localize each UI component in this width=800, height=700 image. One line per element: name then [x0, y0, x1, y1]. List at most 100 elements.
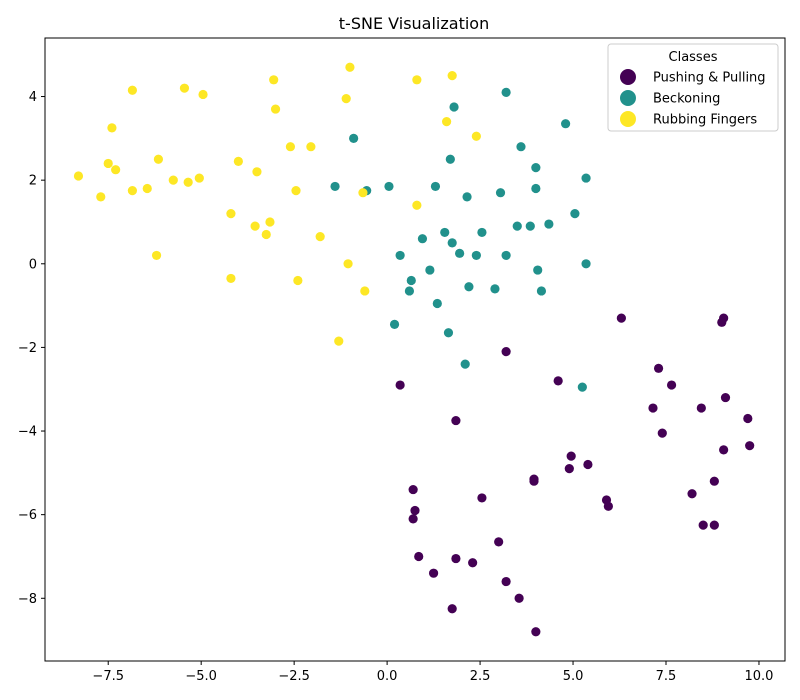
legend-items: Pushing & Pulling Beckoning Rubbing Finger… [620, 69, 766, 128]
data-point [477, 493, 487, 503]
data-point [198, 89, 208, 100]
data-point [183, 177, 193, 187]
data-point [343, 259, 353, 269]
legend-label: Pushing & Pulling [653, 71, 766, 86]
data-point [666, 380, 677, 390]
data-point [270, 104, 281, 114]
data-point [428, 568, 439, 578]
data-point [432, 298, 442, 309]
data-point [494, 537, 504, 547]
data-point [261, 229, 271, 240]
data-point [111, 165, 121, 175]
x-tick-label: 2.5 [470, 669, 491, 684]
data-point [603, 501, 613, 511]
data-point [471, 250, 481, 261]
data-point [581, 259, 591, 269]
data-point [395, 250, 405, 261]
y-tick-label: −2 [18, 341, 37, 356]
data-point [334, 336, 344, 346]
data-point [293, 275, 303, 286]
data-point [566, 451, 576, 461]
data-point [445, 154, 455, 164]
data-point [408, 514, 418, 524]
legend: Classes Pushing & Pulling Beckoning Rubbin… [607, 43, 779, 132]
legend-marker [620, 111, 636, 127]
data-point [406, 275, 416, 286]
data-point [96, 192, 106, 202]
data-point [291, 186, 301, 196]
data-point [142, 183, 152, 194]
data-point [107, 123, 117, 133]
data-point [501, 87, 511, 97]
data-point [581, 173, 591, 183]
data-point [360, 286, 370, 296]
data-point [341, 94, 351, 104]
data-point [529, 476, 539, 486]
series-0 [395, 313, 755, 637]
points-layer [73, 62, 755, 637]
data-point [460, 359, 470, 369]
data-point [269, 75, 279, 85]
data-point [495, 188, 506, 198]
data-point [233, 156, 243, 166]
data-point [417, 234, 428, 244]
y-tick-label: −8 [18, 592, 37, 607]
data-point [743, 413, 753, 424]
data-point [179, 83, 190, 93]
data-point [440, 227, 450, 238]
x-tick-label: 0.0 [377, 669, 398, 684]
data-point [471, 131, 481, 141]
data-point [657, 428, 667, 438]
data-point [696, 403, 706, 413]
plot-frame [44, 37, 786, 662]
data-point [533, 265, 543, 275]
x-tick-label: −7.5 [92, 669, 124, 684]
data-point [514, 593, 524, 603]
data-point [720, 392, 731, 403]
data-point [252, 167, 262, 177]
data-point [306, 142, 316, 152]
data-point [250, 221, 260, 231]
data-point [443, 328, 454, 338]
data-point [501, 346, 511, 357]
data-point [531, 163, 541, 173]
data-point [525, 221, 535, 231]
data-point [564, 464, 574, 474]
y-tick-label: 4 [29, 90, 37, 105]
data-point [451, 553, 461, 564]
data-point [477, 227, 487, 238]
data-point [194, 173, 204, 183]
x-tick-label: 5.0 [563, 669, 584, 684]
data-point [709, 476, 719, 486]
data-point [531, 627, 541, 637]
y-tick-label: −6 [18, 508, 37, 523]
y-tick-label: 2 [29, 174, 37, 189]
data-point [501, 576, 511, 587]
data-point [536, 286, 547, 296]
data-point [395, 380, 405, 390]
data-point [127, 85, 137, 95]
data-point [717, 317, 727, 327]
data-point [490, 284, 500, 294]
data-point [455, 248, 465, 258]
data-point [151, 250, 162, 261]
data-point [531, 183, 541, 194]
legend-label: Beckoning [653, 92, 720, 107]
data-point [410, 505, 420, 516]
data-point [616, 313, 626, 323]
y-tick-label: −4 [18, 425, 37, 440]
legend-marker [620, 69, 636, 85]
data-point [447, 238, 457, 248]
data-point [577, 382, 587, 392]
series-1 [330, 87, 591, 392]
data-point [226, 273, 236, 284]
data-point [570, 209, 580, 219]
data-point [285, 142, 296, 152]
data-point [384, 181, 394, 192]
legend-label: Rubbing Fingers [653, 113, 757, 128]
data-point [745, 441, 755, 451]
data-point [512, 221, 522, 231]
data-point [464, 282, 474, 292]
data-point [226, 209, 236, 219]
legend-box [607, 43, 779, 132]
